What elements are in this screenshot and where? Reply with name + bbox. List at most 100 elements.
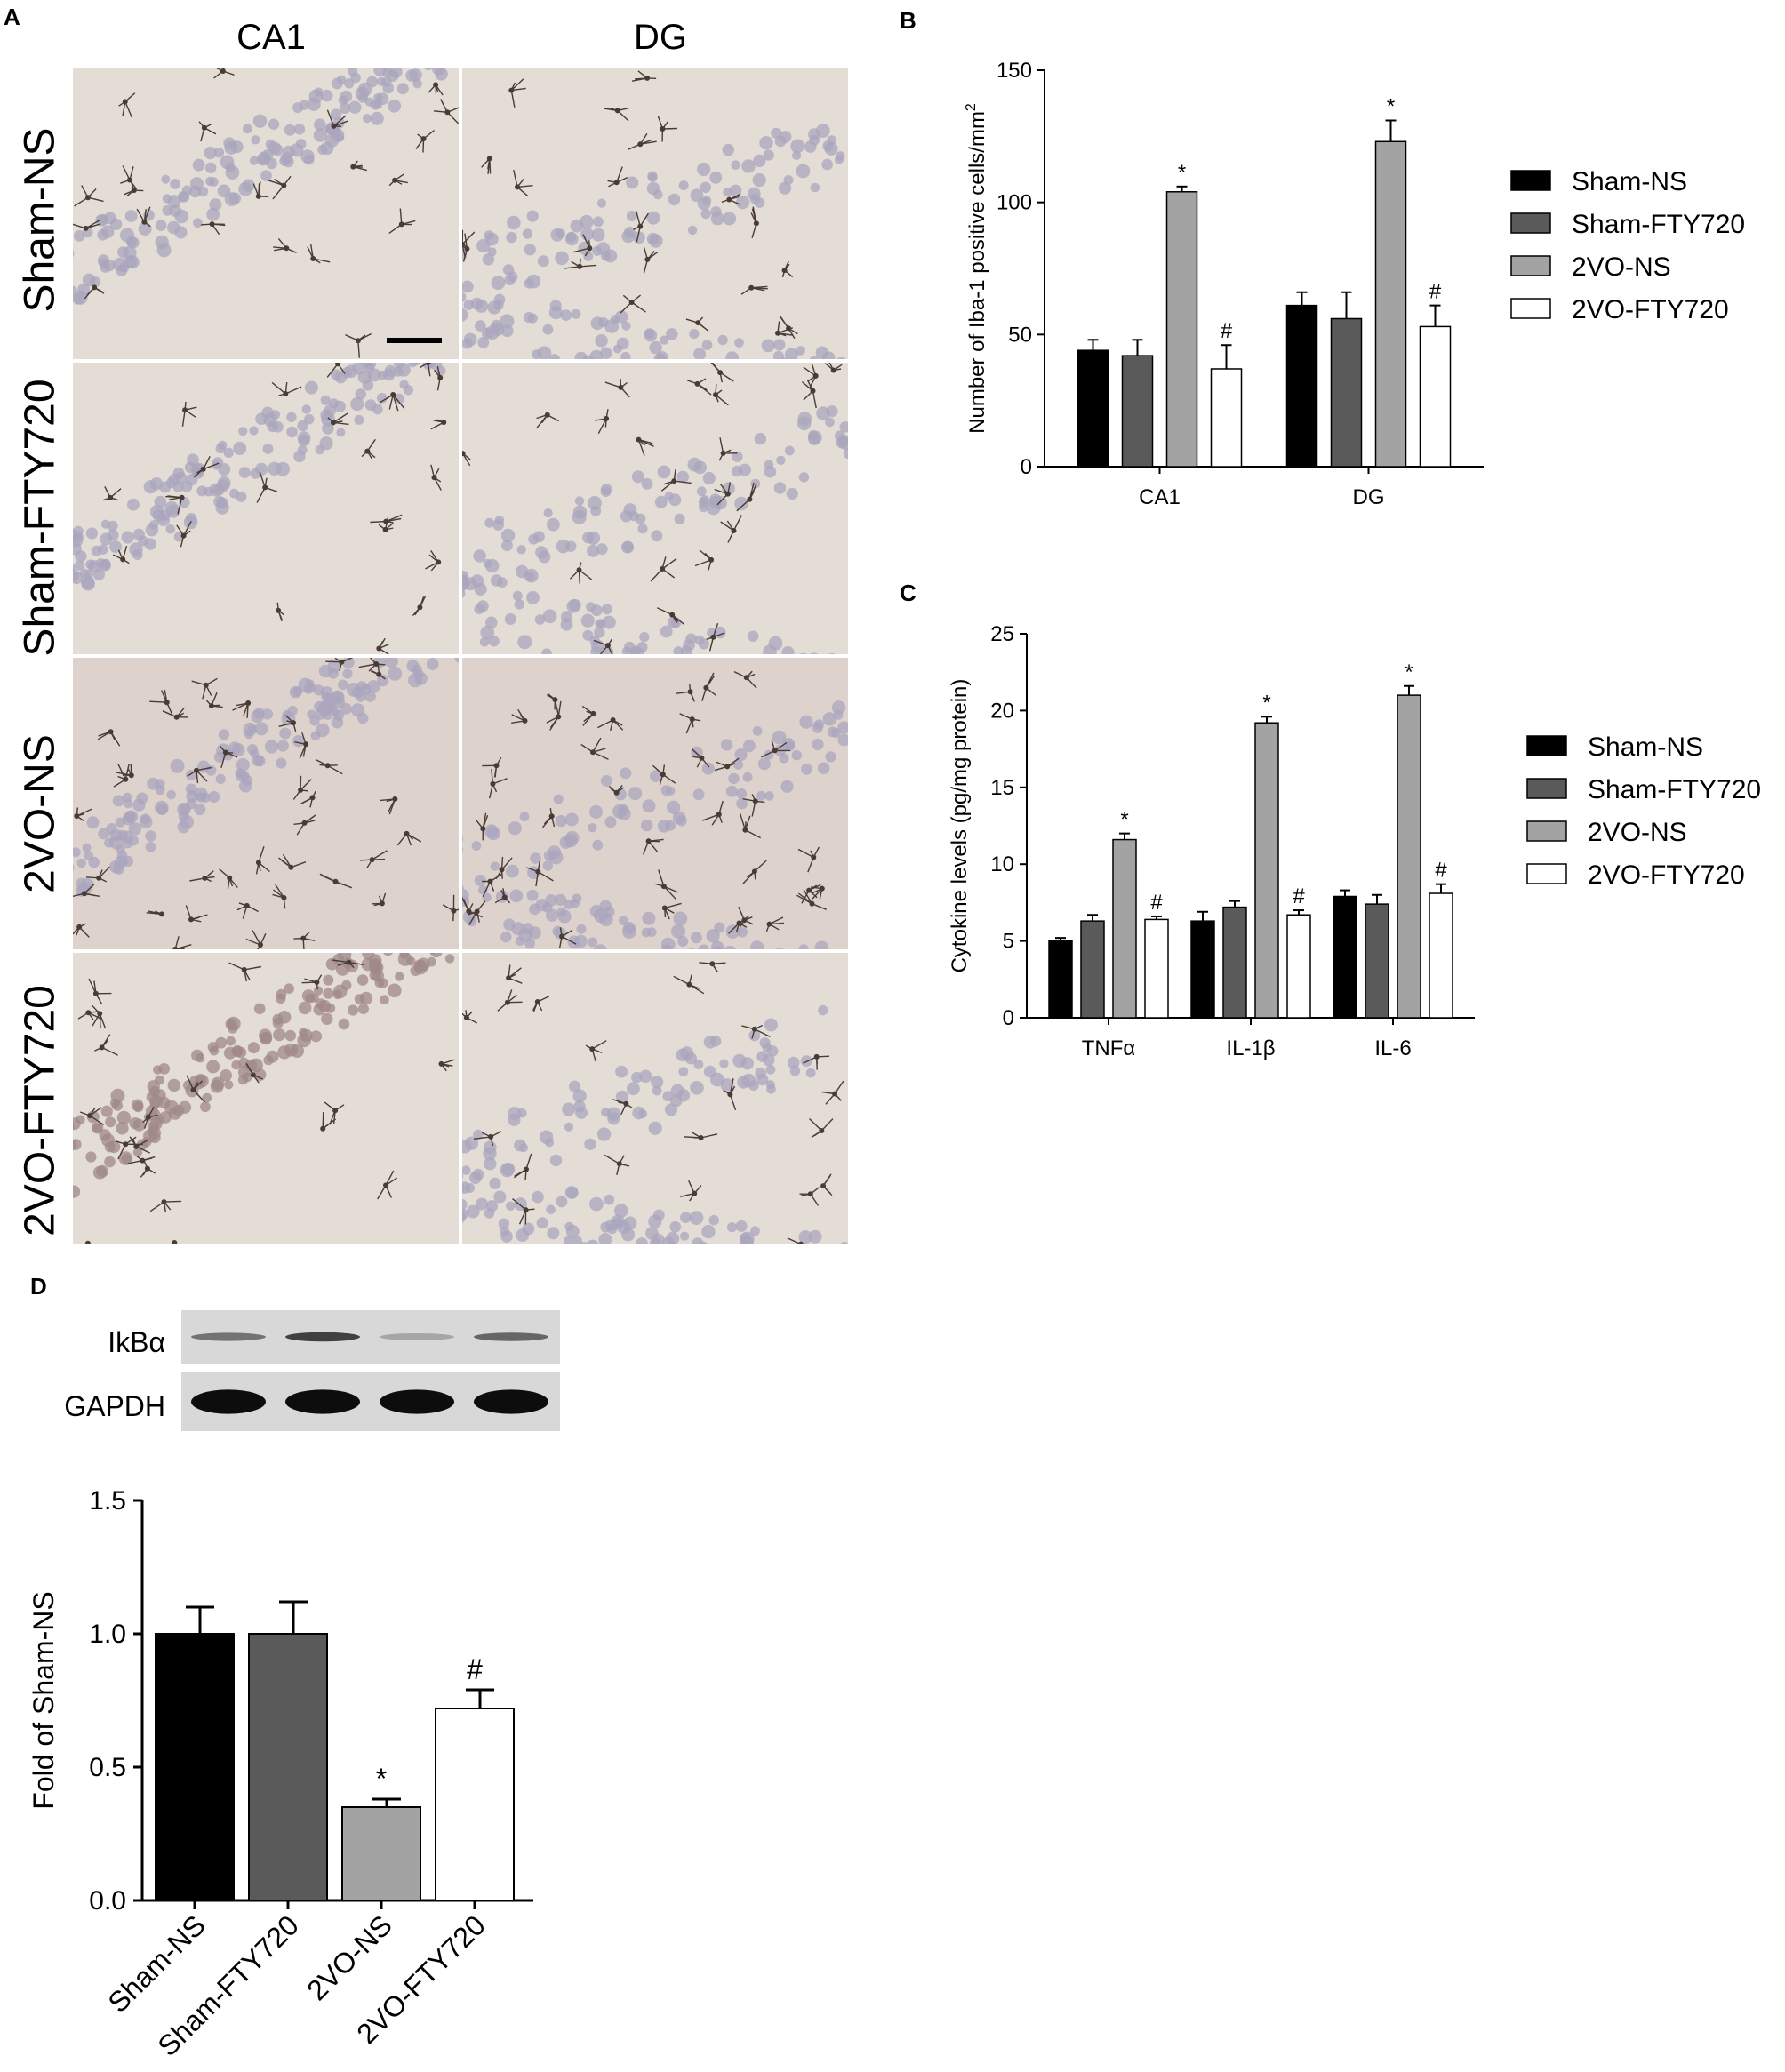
bar bbox=[1254, 722, 1279, 1019]
y-tick-label: 50 bbox=[1008, 323, 1032, 347]
western-blot-ikba bbox=[181, 1310, 560, 1364]
bar bbox=[1210, 368, 1243, 468]
blot-band bbox=[285, 1332, 360, 1342]
legend-label: Sham-NS bbox=[1588, 732, 1703, 762]
significance-mark: * bbox=[1120, 808, 1128, 832]
significance-mark: # bbox=[1435, 859, 1447, 883]
legend-swatch bbox=[1510, 298, 1551, 319]
micrograph-2vo-fty720-dg bbox=[462, 953, 848, 1244]
western-blot-gapdh bbox=[181, 1372, 560, 1431]
legend-swatch bbox=[1526, 778, 1567, 799]
y-tick-label: 150 bbox=[997, 59, 1032, 83]
legend-swatch bbox=[1526, 735, 1567, 756]
legend-swatch bbox=[1510, 170, 1551, 191]
bar bbox=[1285, 304, 1318, 468]
x-tick-label: TNFα bbox=[1082, 1036, 1136, 1060]
y-axis-label: Number of Iba-1 positive cells/mm2 bbox=[964, 103, 989, 434]
row-label-2vo-fty720: 2VO-FTY720 bbox=[16, 985, 64, 1236]
x-tick-label: CA1 bbox=[1139, 485, 1181, 509]
bar bbox=[1121, 355, 1154, 468]
micrograph-sham-ns-ca1 bbox=[73, 68, 459, 359]
x-tick-label: IL-1β bbox=[1226, 1036, 1275, 1060]
y-tick-label: 20 bbox=[990, 699, 1014, 723]
bar bbox=[1048, 940, 1073, 1019]
micrograph-2vo-ns-ca1 bbox=[73, 658, 459, 949]
significance-mark: # bbox=[1221, 319, 1233, 343]
y-tick-label: 1.0 bbox=[89, 1620, 126, 1649]
bar bbox=[1112, 838, 1137, 1019]
legend-swatch bbox=[1510, 212, 1551, 234]
blot-band bbox=[474, 1332, 548, 1341]
legend-label: 2VO-NS bbox=[1588, 818, 1687, 847]
micrograph-sham-fty720-ca1 bbox=[73, 363, 459, 654]
blot-label-gapdh: GAPDH bbox=[64, 1390, 165, 1422]
y-tick-label: 0.0 bbox=[89, 1886, 126, 1916]
bar bbox=[1077, 349, 1109, 468]
chart-c-cytokines: 0 5 10 15 20 25 Cytokine levels (pg/mg protein… bbox=[948, 622, 1761, 1060]
significance-mark: * bbox=[376, 1763, 387, 1795]
row-label-sham-ns: Sham-NS bbox=[16, 127, 64, 313]
bar bbox=[1144, 918, 1169, 1019]
blot-band bbox=[380, 1332, 454, 1341]
bar bbox=[435, 1708, 515, 1901]
blot-band bbox=[191, 1389, 266, 1414]
bar bbox=[1429, 892, 1453, 1019]
y-tick-label: 0 bbox=[1021, 455, 1032, 479]
legend-label: Sham-FTY720 bbox=[1588, 775, 1761, 804]
bar bbox=[155, 1633, 235, 1901]
panel-b-letter: B bbox=[900, 7, 917, 34]
micrograph-2vo-fty720-ca1 bbox=[73, 953, 459, 1244]
y-tick-label: 0 bbox=[1003, 1006, 1014, 1030]
y-tick-label: 25 bbox=[990, 622, 1014, 646]
blot-band bbox=[474, 1389, 548, 1414]
blot-band bbox=[380, 1389, 454, 1414]
micrograph-2vo-ns-dg bbox=[462, 658, 848, 949]
bar bbox=[341, 1806, 421, 1901]
micrograph-sham-fty720-dg bbox=[462, 363, 848, 654]
y-tick-label: 1.5 bbox=[89, 1486, 126, 1516]
blot-band bbox=[191, 1332, 266, 1341]
legend-label: 2VO-FTY720 bbox=[1572, 295, 1729, 324]
y-tick-label: 100 bbox=[997, 191, 1032, 215]
significance-mark: * bbox=[1387, 94, 1395, 118]
bar bbox=[1286, 914, 1311, 1019]
significance-mark: # bbox=[467, 1653, 483, 1685]
significance-mark: # bbox=[1293, 884, 1305, 908]
row-label-sham-fty720: Sham-FTY720 bbox=[16, 379, 64, 657]
bar bbox=[1330, 317, 1363, 468]
legend-label: 2VO-FTY720 bbox=[1588, 860, 1745, 890]
chart-b-iba1: 0 50 100 150 Number of Iba-1 positive cells/… bbox=[964, 59, 1745, 509]
bar bbox=[1397, 694, 1421, 1019]
y-axis-label: Cytokine levels (pg/mg protein) bbox=[948, 679, 972, 973]
panel-c-letter: C bbox=[900, 580, 917, 606]
significance-mark: * bbox=[1178, 161, 1186, 185]
y-axis-label-sup: 2 bbox=[964, 103, 979, 111]
bar bbox=[1190, 920, 1215, 1019]
row-label-2vo-ns: 2VO-NS bbox=[16, 734, 64, 893]
scale-bar bbox=[387, 338, 442, 343]
column-header-dg: DG bbox=[634, 18, 687, 57]
y-tick-label: 0.5 bbox=[89, 1753, 126, 1782]
legend-swatch bbox=[1526, 820, 1567, 842]
bar bbox=[1222, 906, 1247, 1019]
blot-band bbox=[285, 1389, 360, 1414]
panel-d-letter: D bbox=[30, 1273, 47, 1300]
bar bbox=[248, 1633, 328, 1901]
significance-mark: # bbox=[1150, 891, 1163, 915]
y-tick-label: 5 bbox=[1003, 930, 1014, 954]
micrograph-sham-ns-dg bbox=[462, 68, 848, 359]
bar bbox=[1374, 140, 1407, 468]
bar bbox=[1365, 903, 1389, 1019]
legend-swatch bbox=[1526, 863, 1567, 884]
significance-mark: * bbox=[1262, 691, 1270, 715]
x-tick-label: 2VO-NS bbox=[300, 1908, 398, 2006]
y-axis-label: Fold of Sham-NS bbox=[28, 1591, 60, 1809]
legend-label: Sham-NS bbox=[1572, 167, 1687, 196]
panel-a-letter: A bbox=[4, 4, 20, 30]
y-tick-label: 15 bbox=[990, 776, 1014, 800]
blot-label-ikba: IkBα bbox=[108, 1326, 165, 1358]
bar bbox=[1419, 325, 1452, 468]
legend-swatch bbox=[1510, 255, 1551, 276]
bar bbox=[1333, 895, 1357, 1019]
